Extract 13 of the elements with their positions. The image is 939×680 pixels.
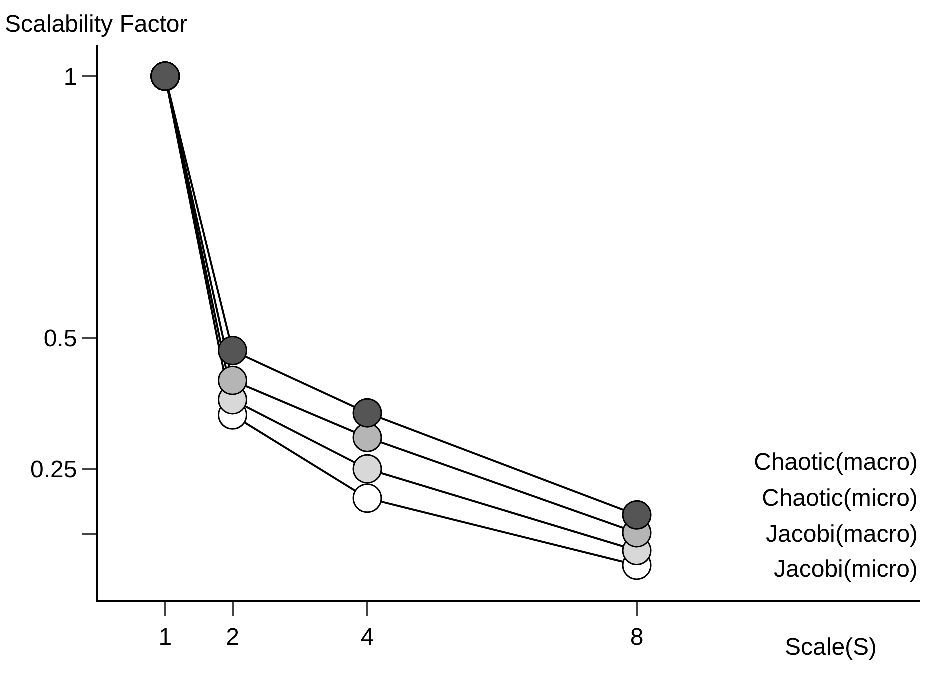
x-tick-label: 8: [630, 624, 644, 651]
y-tick-label: 0.25: [30, 456, 78, 484]
text: Chaotic(micro): [762, 485, 918, 512]
text: Jacobi(macro): [766, 521, 918, 548]
y-axis-title: Scalability Factor: [5, 11, 188, 38]
x-tick-label: 4: [360, 624, 374, 651]
x-tick-label: 1: [158, 624, 172, 651]
x-tick-label: 2: [226, 624, 240, 651]
text: Chaotic(macro): [754, 449, 918, 476]
x-axis-title: Scale(S): [785, 634, 878, 661]
y-tick-label: 1: [64, 64, 78, 91]
y-tick-label: 0.5: [44, 326, 78, 353]
text: Jacobi(micro): [774, 556, 918, 583]
